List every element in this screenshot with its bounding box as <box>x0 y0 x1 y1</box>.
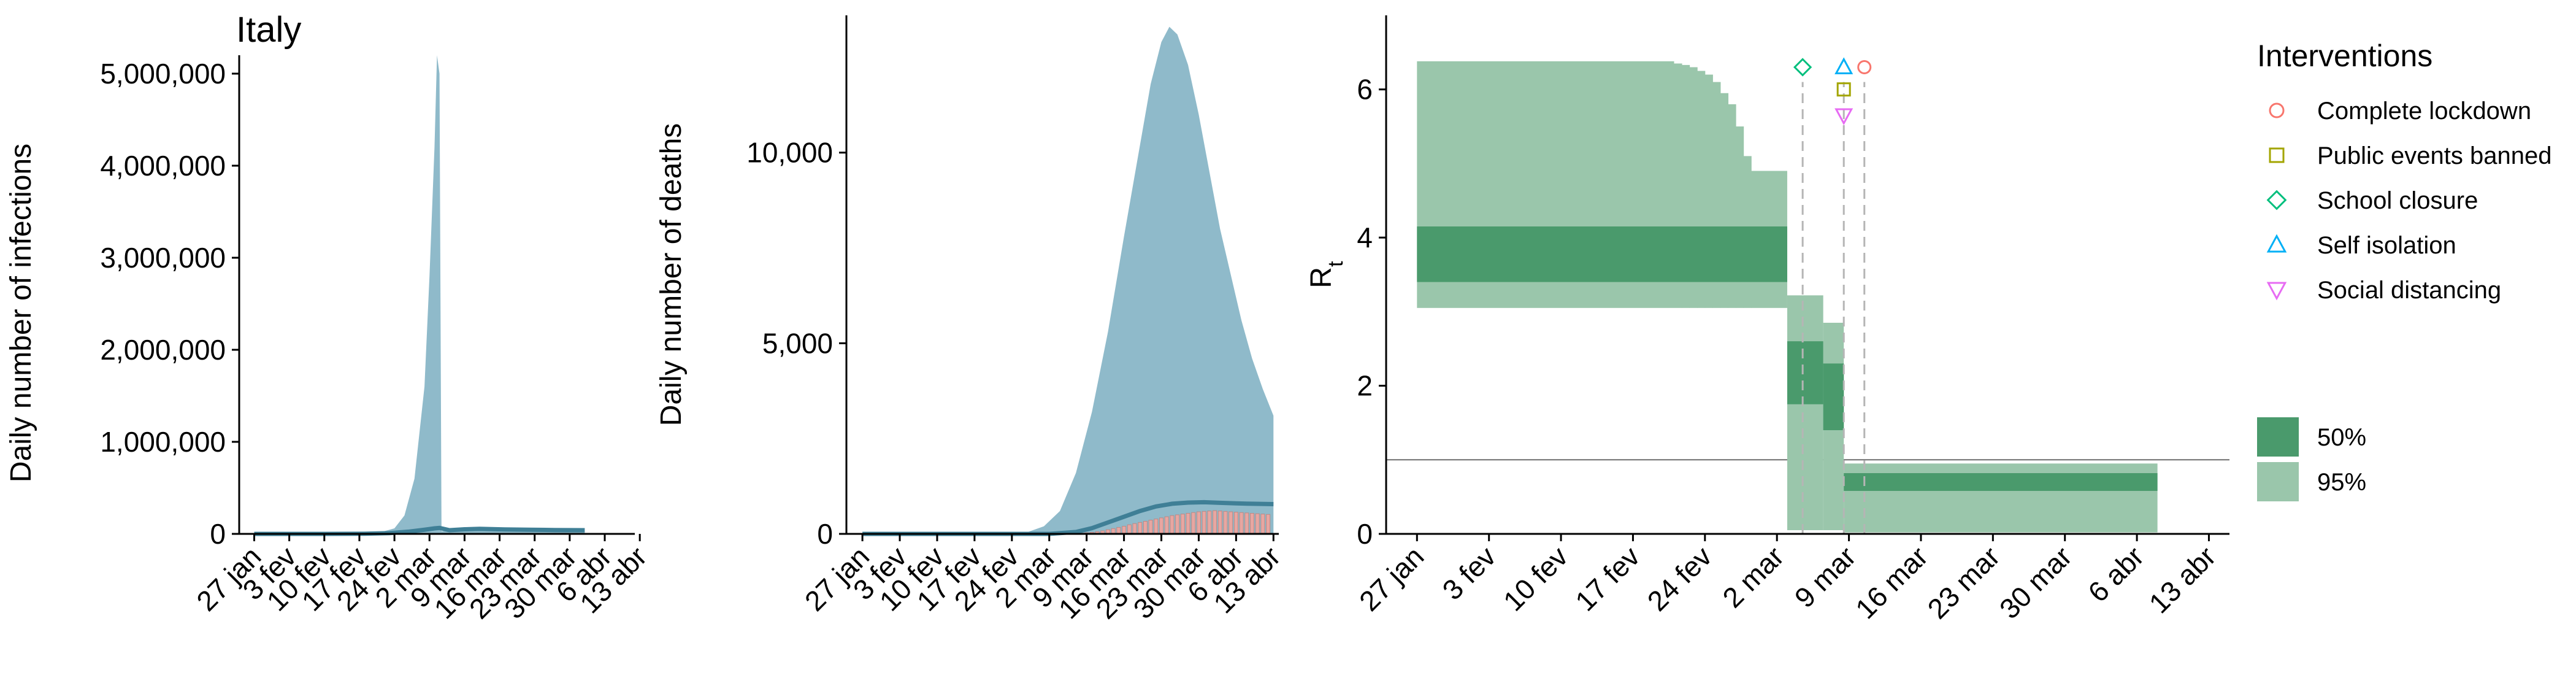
y-tick-label: 4,000,000 <box>100 150 226 182</box>
figure-title: Italy <box>236 10 301 50</box>
rt-y-axis-label-subscript: t <box>1324 261 1347 267</box>
intervention-marker <box>1836 82 1851 97</box>
legend-intervention-label: Self isolation <box>2317 232 2456 259</box>
reported-deaths-bar <box>1260 514 1265 534</box>
deaths-median-line <box>862 500 1274 536</box>
legend-intervention-label: Social distancing <box>2317 277 2501 304</box>
reported-deaths-bar <box>1239 512 1244 534</box>
y-tick-label: 0 <box>210 518 226 550</box>
y-tick-label: 6 <box>1357 74 1373 106</box>
x-tick-label: 23 mar <box>1921 540 2006 625</box>
deaths-y-axis-label: Daily number of deaths <box>655 123 688 426</box>
reported-deaths-bar <box>1244 512 1249 534</box>
reported-deaths-bar <box>1255 513 1260 534</box>
y-tick-label: 10,000 <box>746 137 833 169</box>
reported-deaths-bar <box>1223 511 1228 534</box>
rt-band-95pct <box>1787 295 1823 530</box>
reported-deaths-bar <box>1122 526 1127 534</box>
legend-ci-swatch <box>2257 417 2299 457</box>
rt-band-50pct <box>1844 473 2158 491</box>
reported-deaths-bar <box>1180 514 1185 534</box>
rt-band-50pct <box>1787 341 1823 404</box>
reported-deaths-bar <box>1132 523 1137 534</box>
reported-deaths-bar <box>1164 516 1169 534</box>
x-tick-label: 10 fev <box>1497 540 1574 617</box>
reported-deaths-bar <box>1233 512 1238 534</box>
x-tick-label: 13 abr <box>2143 540 2222 619</box>
legend-triangle-up-marker <box>2266 234 2287 253</box>
y-tick-label: 2 <box>1357 370 1373 402</box>
reported-deaths-bar <box>1266 514 1271 534</box>
interventions-legend: Interventions Complete lockdown Public ev… <box>2257 39 2552 304</box>
legend-intervention-label: School closure <box>2317 187 2478 214</box>
y-tick-label: 3,000,000 <box>100 242 226 274</box>
intervention-marker <box>1834 108 1853 126</box>
infections-prediction-band <box>254 55 585 534</box>
rt-y-axis-label: Rt <box>1305 261 1347 288</box>
legend-ci-label: 95% <box>2317 469 2366 496</box>
reported-deaths-bar <box>1148 520 1153 534</box>
reported-deaths-bar <box>1229 511 1233 534</box>
reported-deaths-bar <box>1191 512 1196 534</box>
deaths-prediction-band <box>862 26 1274 534</box>
reported-deaths-bar <box>1116 527 1121 534</box>
reported-deaths-bar <box>1138 522 1143 534</box>
credible-interval-legend: 50% 95% <box>2257 417 2366 501</box>
legend-intervention-label: Public events banned <box>2317 142 2552 169</box>
intervention-marker <box>1793 58 1812 77</box>
x-tick-label: 27 jan <box>1353 540 1430 617</box>
reported-deaths-bar <box>1170 515 1175 534</box>
x-tick-label: 24 fev <box>1641 540 1718 617</box>
reported-deaths-bar <box>1213 510 1217 534</box>
reported-deaths-bar <box>1154 519 1159 534</box>
reported-deaths-bar <box>1175 514 1180 534</box>
intervention-marker <box>1834 57 1853 74</box>
x-tick-label: 17 fev <box>1569 540 1646 617</box>
reported-deaths-bar <box>1196 511 1201 534</box>
y-tick-label: 0 <box>1357 518 1373 550</box>
x-tick-label: 6 abr <box>2082 540 2150 608</box>
reported-deaths-bar <box>1159 517 1164 534</box>
legend-ci-label: 50% <box>2317 424 2366 451</box>
y-tick-label: 5,000,000 <box>100 58 226 90</box>
rt-band-50pct <box>1823 363 1844 430</box>
legend-intervention-label: Complete lockdown <box>2317 98 2531 125</box>
x-tick-label: 3 fev <box>1436 540 1501 606</box>
y-tick-label: 5,000 <box>762 327 833 359</box>
reported-deaths-bar <box>1143 520 1148 534</box>
reported-deaths-bar <box>1186 512 1190 534</box>
reported-deaths-bar <box>1127 524 1132 534</box>
y-tick-label: 0 <box>817 518 833 550</box>
legend-triangle-down-marker <box>2266 282 2287 301</box>
reported-deaths-bar <box>1249 512 1255 534</box>
x-tick-label: 16 mar <box>1849 540 1934 625</box>
x-tick-label: 30 mar <box>1993 540 2078 625</box>
reported-deaths-bar <box>1202 511 1206 534</box>
reported-deaths-bar <box>1207 511 1212 534</box>
infections-panel: 0 1,000,000 2,000,000 3,000,000 4,000,000 5,0… <box>5 55 653 625</box>
interventions-legend-title: Interventions <box>2257 39 2432 73</box>
rt-band-50pct <box>1417 226 1787 282</box>
legend-diamond-marker <box>2266 190 2287 210</box>
y-tick-label: 4 <box>1357 222 1373 253</box>
y-tick-label: 2,000,000 <box>100 334 226 366</box>
y-tick-label: 1,000,000 <box>100 426 226 458</box>
x-tick-label: 2 mar <box>1716 540 1790 614</box>
intervention-marker <box>1857 60 1872 74</box>
infections-y-axis-label: Daily number of infections <box>5 144 37 482</box>
legend-ci-swatch <box>2257 462 2299 501</box>
reported-deaths-bar <box>1217 511 1222 534</box>
legend-circle-marker <box>2269 102 2285 118</box>
legend-square-marker <box>2269 147 2285 163</box>
